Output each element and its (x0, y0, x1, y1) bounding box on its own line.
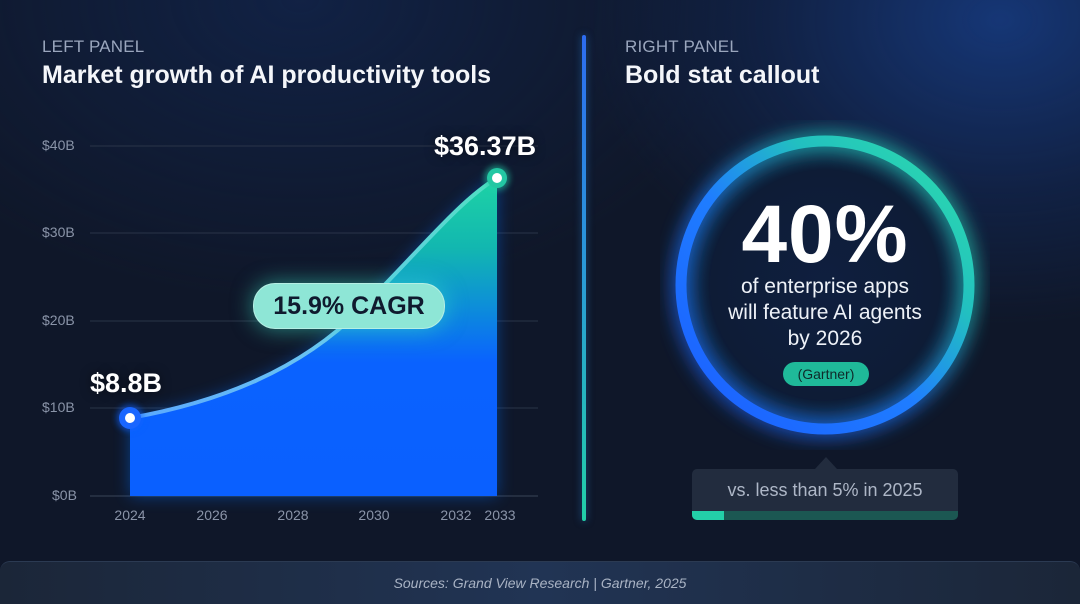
x-tick-label: 2033 (484, 507, 516, 523)
y-tick-label: $20B (42, 312, 75, 328)
cagr-badge: 15.9% CAGR (253, 283, 445, 329)
x-tick-label: 2030 (358, 507, 390, 523)
area-fill (130, 178, 497, 496)
y-tick-label: $40B (42, 137, 75, 153)
stat-source-badge: (Gartner) (783, 362, 869, 386)
y-tick-label: $10B (42, 399, 75, 415)
stat-line: of enterprise apps (740, 275, 910, 298)
comparison-callout: vs. less than 5% in 2025 (692, 469, 958, 520)
right-panel-eyebrow: RIGHT PANEL (625, 37, 739, 56)
x-tick-label: 2026 (196, 507, 228, 523)
y-tick-label: $30B (42, 224, 75, 240)
x-tick-label: 2028 (277, 507, 309, 523)
sources-text: Sources: Grand View Research | Gartner, … (393, 575, 687, 591)
area-chart (90, 145, 538, 497)
x-tick-label: 2032 (440, 507, 472, 523)
left-panel-eyebrow: LEFT PANEL (42, 37, 145, 56)
end-value-label: $36.37B (434, 131, 537, 161)
comparison-progress-fill (692, 511, 724, 520)
footer: Sources: Grand View Research | Gartner, … (0, 561, 1080, 604)
stat-description: of enterprise apps will feature AI agent… (690, 274, 960, 352)
panel-divider (582, 35, 586, 521)
left-panel-title: Market growth of AI productivity tools (42, 61, 492, 89)
right-panel-title: Bold stat callout (625, 61, 820, 89)
comparison-progress-track (692, 511, 958, 520)
y-tick-label: $0B (52, 487, 77, 503)
stat-line: will feature AI agents (728, 301, 922, 324)
stat-line: by 2026 (787, 327, 863, 350)
stat-ring (672, 132, 978, 438)
stat-value: 40% (741, 189, 909, 280)
x-tick-label: 2024 (114, 507, 146, 523)
callout-caret (815, 457, 837, 469)
start-value-label: $8.8B (90, 368, 163, 398)
comparison-text: vs. less than 5% in 2025 (727, 480, 923, 500)
